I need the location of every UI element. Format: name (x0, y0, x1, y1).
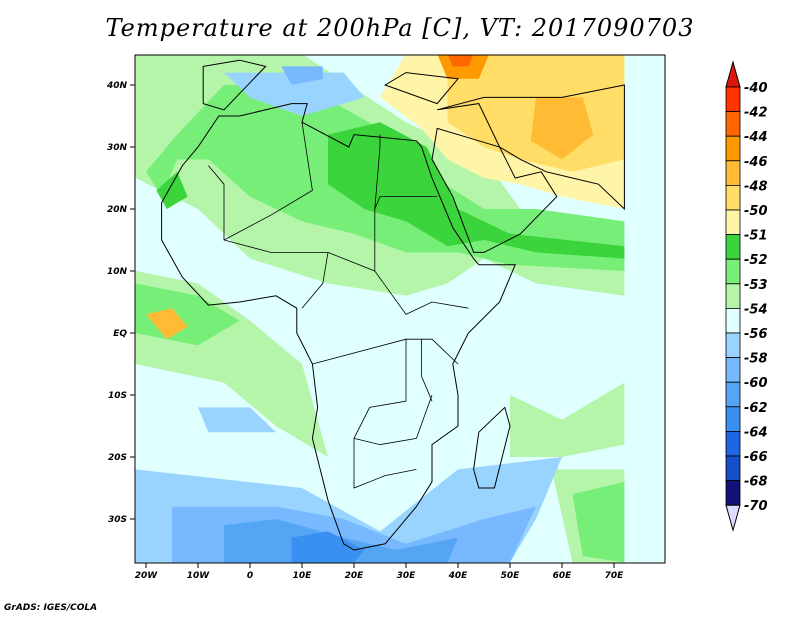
lon-label: 20W (135, 571, 159, 581)
temperature-contour-region (437, 55, 489, 79)
lon-label: 10W (187, 571, 211, 581)
colorbar-box (725, 357, 741, 383)
lon-label: 10E (293, 571, 313, 581)
colorbar-label: -51 (744, 229, 768, 244)
lon-label: 60E (553, 571, 573, 581)
temperature-contour-region (198, 407, 276, 433)
colorbar-box (725, 406, 741, 432)
temperature-contour-region (224, 72, 365, 116)
coastline (384, 72, 459, 105)
temperature-contour-region (146, 308, 188, 340)
country-border (374, 270, 469, 315)
colorbar-box (725, 455, 741, 482)
lon-label: 30E (397, 571, 417, 581)
colorbar-box (725, 184, 741, 211)
colorbar-box (725, 111, 741, 137)
temperature-contour-region (281, 66, 323, 85)
temperature-contour-region (510, 382, 625, 457)
colorbar-bottom-arrow (725, 504, 741, 533)
colorbar-label: -46 (744, 155, 768, 170)
temperature-field (135, 55, 665, 563)
colorbar-box (725, 86, 741, 113)
colorbar-label: -64 (744, 425, 768, 440)
temperature-contour-region (448, 55, 474, 67)
lat-label: 40N (106, 81, 128, 91)
colorbar-top-arrow (725, 60, 741, 88)
colorbar-box (725, 430, 741, 457)
country-border (406, 338, 459, 365)
colorbar-label: -60 (744, 376, 768, 391)
lon-label: 40E (448, 571, 469, 581)
coastline (431, 127, 558, 253)
colorbar-box (725, 332, 741, 359)
colorbar-label: -44 (744, 130, 768, 145)
colorbar-box (725, 135, 741, 162)
colorbar-label: -68 (744, 475, 768, 490)
colorbar-label: -52 (744, 253, 768, 268)
temperature-contour-region (156, 171, 188, 209)
colorbar-box (725, 258, 741, 285)
lon-label: 20E (345, 571, 365, 581)
colorbar-box (725, 283, 741, 309)
colorbar-label: -50 (744, 204, 768, 219)
colorbar-box (725, 234, 741, 260)
lat-label: 10N (107, 267, 128, 277)
colorbar-box (725, 160, 741, 186)
lat-label: 20N (107, 205, 128, 215)
colorbar-label: -66 (744, 450, 768, 465)
temperature-contour-region (530, 97, 594, 160)
colorbar-label: -70 (744, 499, 768, 514)
lat-label: 20S (108, 453, 127, 463)
temperature-contour-region (572, 481, 625, 563)
lon-label: 0 (247, 571, 253, 581)
colorbar-label: -40 (744, 81, 768, 96)
colorbar-label: -53 (744, 278, 768, 293)
country-border (312, 338, 433, 446)
axes: 40N 30N 20N 10N EQ 10S 20S 30S 20W 10W 0 10E 20E 30E 4… (106, 81, 624, 581)
coastline (202, 59, 267, 111)
colorbar-label: -42 (744, 106, 768, 121)
lat-label: EQ (113, 329, 127, 339)
colorbar-label: -48 (744, 179, 768, 194)
colorbar-label: -62 (744, 401, 768, 416)
country-border (353, 438, 417, 489)
map-frame (134, 54, 666, 564)
footer-credit: GrADS: IGES/COLA (4, 603, 98, 613)
country-border (223, 122, 313, 241)
colorbar-label: -54 (744, 302, 768, 317)
country-border (301, 252, 329, 309)
colorbar-box (725, 480, 741, 506)
colorbar-label: -56 (744, 327, 768, 342)
lon-label: 50E (501, 571, 521, 581)
temperature-contour-region (291, 531, 365, 563)
lat-label: 30N (107, 143, 128, 153)
coastline (161, 103, 516, 551)
colorbar-box (725, 307, 741, 334)
lon-label: 70E (605, 571, 625, 581)
country-border (374, 134, 381, 210)
colorbar: -40 -42 -44 -46 -48 -50 -51 -52 -53 -54 -56 -58 -60 -… (725, 60, 768, 533)
lat-label: 30S (108, 515, 127, 525)
colorbar-box (725, 381, 741, 408)
colorbar-label: -58 (744, 352, 768, 367)
country-border (421, 339, 433, 402)
temperature-contour-region (328, 122, 625, 259)
coastline (473, 406, 511, 489)
lat-label: 10S (108, 391, 127, 401)
coastlines (161, 59, 625, 551)
map-title: Temperature at 200hPa [C], VT: 201709070… (105, 14, 695, 42)
coastline (437, 84, 625, 211)
colorbar-box (725, 209, 741, 236)
